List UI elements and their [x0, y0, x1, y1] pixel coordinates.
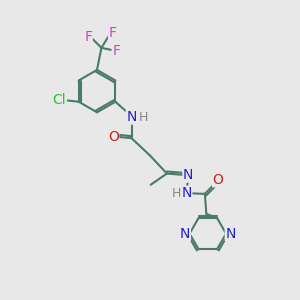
- Text: N: N: [126, 110, 137, 124]
- Text: O: O: [213, 173, 224, 187]
- Text: F: F: [112, 44, 120, 58]
- Text: H: H: [172, 187, 181, 200]
- Text: N: N: [182, 186, 192, 200]
- Text: N: N: [180, 226, 190, 241]
- Text: F: F: [84, 30, 92, 44]
- Text: Cl: Cl: [53, 93, 66, 107]
- Text: H: H: [139, 110, 148, 124]
- Text: O: O: [108, 130, 119, 144]
- Text: F: F: [109, 26, 117, 40]
- Text: N: N: [225, 226, 236, 241]
- Text: N: N: [183, 168, 193, 182]
